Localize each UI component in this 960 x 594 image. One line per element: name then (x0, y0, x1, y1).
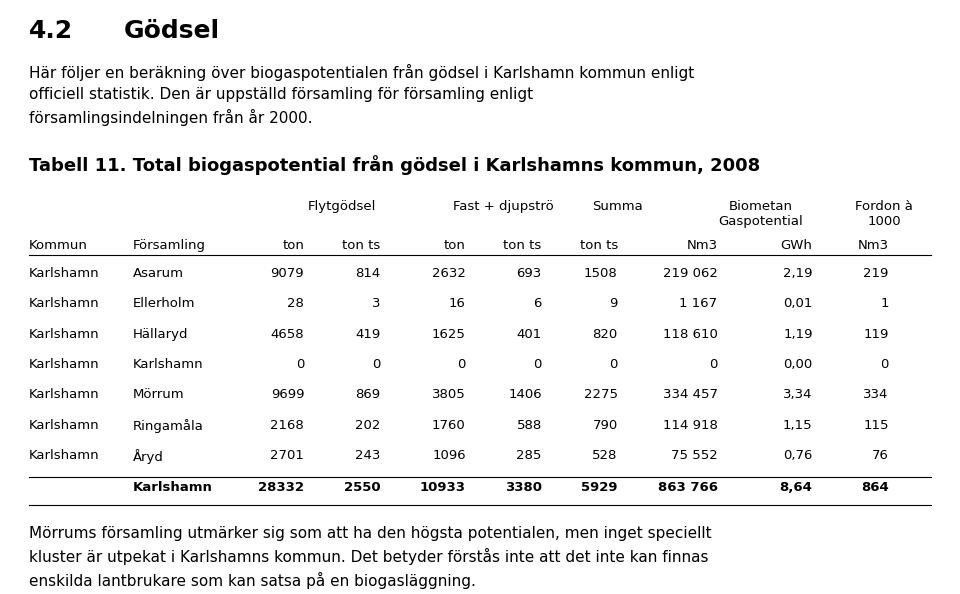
Text: 4658: 4658 (271, 328, 304, 340)
Text: 1096: 1096 (432, 449, 466, 462)
Text: ton: ton (282, 239, 304, 252)
Text: GWh: GWh (780, 239, 812, 252)
Text: ton ts: ton ts (580, 239, 618, 252)
Text: 1,15: 1,15 (783, 419, 812, 432)
Text: 2632: 2632 (432, 267, 466, 280)
Text: 285: 285 (516, 449, 541, 462)
Text: 119: 119 (863, 328, 889, 340)
Text: 1508: 1508 (584, 267, 618, 280)
Text: 1 167: 1 167 (680, 297, 717, 310)
Text: Församling: Församling (133, 239, 206, 252)
Text: 202: 202 (355, 419, 380, 432)
Text: 1760: 1760 (432, 419, 466, 432)
Text: 76: 76 (872, 449, 889, 462)
Text: 3: 3 (372, 297, 380, 310)
Text: 0,01: 0,01 (783, 297, 812, 310)
Text: 219: 219 (863, 267, 889, 280)
Text: 820: 820 (592, 328, 618, 340)
Text: Biometan
Gaspotential: Biometan Gaspotential (718, 200, 803, 228)
Text: 75 552: 75 552 (671, 449, 717, 462)
Text: 2168: 2168 (271, 419, 304, 432)
Text: 401: 401 (516, 328, 541, 340)
Text: 9: 9 (610, 297, 618, 310)
Text: 0: 0 (709, 358, 717, 371)
Text: Gödsel: Gödsel (124, 20, 220, 43)
Text: Hällaryd: Hällaryd (133, 328, 188, 340)
Text: Här följer en beräkning över biogaspotentialen från gödsel i Karlshamn kommun en: Här följer en beräkning över biogaspoten… (29, 64, 694, 126)
Text: 10933: 10933 (420, 481, 466, 494)
Text: 9079: 9079 (271, 267, 304, 280)
Text: 4.2: 4.2 (29, 20, 73, 43)
Text: Tabell 11. Total biogaspotential från gödsel i Karlshamns kommun, 2008: Tabell 11. Total biogaspotential från gö… (29, 155, 759, 175)
Text: ton ts: ton ts (342, 239, 380, 252)
Text: 5929: 5929 (581, 481, 618, 494)
Text: 118 610: 118 610 (662, 328, 717, 340)
Text: Karlshamn: Karlshamn (29, 328, 99, 340)
Text: 1: 1 (880, 297, 889, 310)
Text: Fast + djupströ: Fast + djupströ (453, 200, 554, 213)
Text: Mörrums församling utmärker sig som att ha den högsta potentialen, men inget spe: Mörrums församling utmärker sig som att … (29, 526, 711, 589)
Text: Mörrum: Mörrum (133, 388, 184, 402)
Text: 6: 6 (534, 297, 541, 310)
Text: Åryd: Åryd (133, 449, 164, 465)
Text: 0,00: 0,00 (783, 358, 812, 371)
Text: Karlshamn: Karlshamn (133, 481, 213, 494)
Text: 0: 0 (372, 358, 380, 371)
Text: Ellerholm: Ellerholm (133, 297, 196, 310)
Text: Nm3: Nm3 (857, 239, 889, 252)
Text: Asarum: Asarum (133, 267, 184, 280)
Text: 334: 334 (863, 388, 889, 402)
Text: 3805: 3805 (432, 388, 466, 402)
Text: 0,76: 0,76 (783, 449, 812, 462)
Text: 528: 528 (592, 449, 618, 462)
Text: 0: 0 (880, 358, 889, 371)
Text: 2,19: 2,19 (783, 267, 812, 280)
Text: 2701: 2701 (271, 449, 304, 462)
Text: 243: 243 (355, 449, 380, 462)
Text: 334 457: 334 457 (662, 388, 717, 402)
Text: Nm3: Nm3 (686, 239, 717, 252)
Text: 869: 869 (355, 388, 380, 402)
Text: Summa: Summa (592, 200, 643, 213)
Text: 219 062: 219 062 (662, 267, 717, 280)
Text: Karlshamn: Karlshamn (29, 267, 99, 280)
Text: 3380: 3380 (505, 481, 541, 494)
Text: 9699: 9699 (271, 388, 304, 402)
Text: Ringamåla: Ringamåla (133, 419, 204, 433)
Text: Karlshamn: Karlshamn (29, 388, 99, 402)
Text: 28332: 28332 (258, 481, 304, 494)
Text: 864: 864 (861, 481, 889, 494)
Text: Fordon à
1000: Fordon à 1000 (855, 200, 913, 228)
Text: 3,34: 3,34 (783, 388, 812, 402)
Text: 1,19: 1,19 (783, 328, 812, 340)
Text: Kommun: Kommun (29, 239, 87, 252)
Text: 114 918: 114 918 (662, 419, 717, 432)
Text: 8,64: 8,64 (780, 481, 812, 494)
Text: 1406: 1406 (508, 388, 541, 402)
Text: Flytgödsel: Flytgödsel (308, 200, 376, 213)
Text: 115: 115 (863, 419, 889, 432)
Text: 1625: 1625 (432, 328, 466, 340)
Text: 0: 0 (610, 358, 618, 371)
Text: 863 766: 863 766 (658, 481, 717, 494)
Text: 790: 790 (592, 419, 618, 432)
Text: 814: 814 (355, 267, 380, 280)
Text: ton: ton (444, 239, 466, 252)
Text: 0: 0 (296, 358, 304, 371)
Text: 16: 16 (449, 297, 466, 310)
Text: ton ts: ton ts (503, 239, 541, 252)
Text: Karlshamn: Karlshamn (133, 358, 204, 371)
Text: Karlshamn: Karlshamn (29, 419, 99, 432)
Text: 419: 419 (355, 328, 380, 340)
Text: 588: 588 (516, 419, 541, 432)
Text: Karlshamn: Karlshamn (29, 358, 99, 371)
Text: 0: 0 (457, 358, 466, 371)
Text: 28: 28 (287, 297, 304, 310)
Text: 2275: 2275 (584, 388, 618, 402)
Text: Karlshamn: Karlshamn (29, 297, 99, 310)
Text: Karlshamn: Karlshamn (29, 449, 99, 462)
Text: 2550: 2550 (344, 481, 380, 494)
Text: 0: 0 (534, 358, 541, 371)
Text: 693: 693 (516, 267, 541, 280)
